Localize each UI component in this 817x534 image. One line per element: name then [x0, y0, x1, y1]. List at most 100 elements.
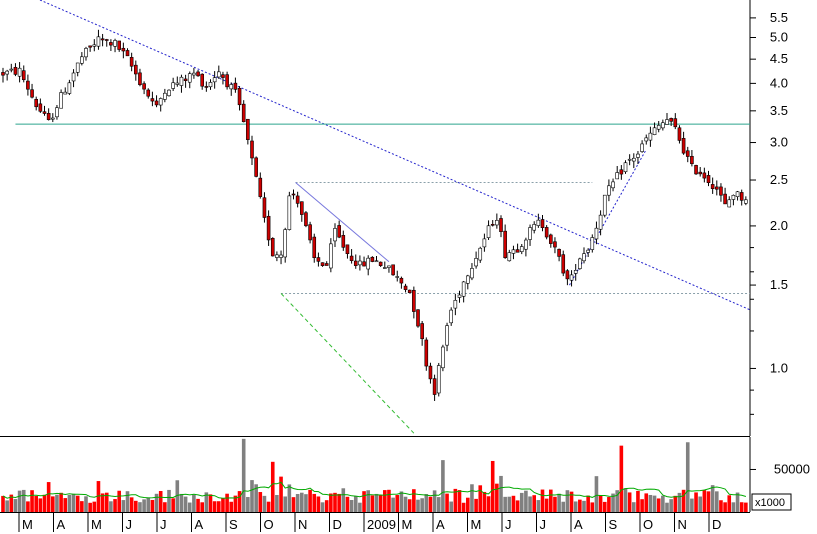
candle-body: [656, 125, 661, 130]
candle-body: [607, 185, 611, 196]
volume-bar: [524, 490, 528, 512]
candle-body: [648, 132, 653, 141]
candle-body: [84, 48, 88, 58]
candle-body: [702, 172, 707, 179]
candle-body: [304, 212, 308, 227]
volume-bar: [100, 493, 105, 512]
date-tick-label: A: [195, 517, 204, 532]
volume-bar: [275, 494, 279, 512]
candle-body: [208, 82, 213, 88]
candle-body: [685, 150, 690, 157]
candle-body: [142, 83, 146, 90]
date-tick-label: M: [22, 517, 33, 532]
candle-body: [175, 82, 180, 85]
candle-body: [644, 137, 649, 142]
candle-body: [690, 155, 694, 165]
volume-bar: [349, 500, 354, 512]
volume-bar: [602, 501, 607, 512]
candle-body: [138, 72, 142, 86]
candle-body: [615, 172, 620, 180]
volume-bar: [30, 490, 34, 512]
volume-bar: [129, 497, 134, 512]
candle-body: [291, 193, 296, 196]
candle-body: [681, 138, 686, 154]
candle-body: [636, 153, 640, 158]
price-tick-label: 5.5: [770, 10, 788, 25]
volume-bar: [735, 492, 740, 512]
volume-bar: [92, 501, 97, 512]
candle-body: [445, 325, 449, 346]
date-tick-label: S: [609, 517, 618, 532]
volume-bar: [594, 476, 599, 512]
volume-bar: [383, 490, 387, 512]
price-tick-label: 1.0: [770, 360, 788, 375]
candle-body: [403, 285, 408, 290]
volume-bar: [300, 492, 304, 512]
volume-bar: [652, 495, 657, 512]
volume-bar: [304, 494, 308, 512]
volume-bar: [644, 493, 649, 512]
candle-body: [416, 309, 420, 327]
date-tick-label: J: [160, 517, 167, 532]
candle-body: [358, 260, 362, 266]
volume-bar: [88, 502, 92, 512]
candle-body: [92, 44, 97, 47]
candle-body: [59, 92, 63, 109]
volume-bar: [453, 488, 458, 512]
volume-bar: [623, 488, 628, 512]
volume-bar: [424, 494, 429, 512]
candle-body: [295, 195, 300, 204]
candle-body: [399, 277, 404, 284]
volume-bar: [283, 496, 287, 512]
volume-bar: [196, 498, 200, 512]
volume-bar: [341, 488, 346, 512]
volume-bar: [212, 501, 217, 512]
volume-bar: [183, 496, 188, 512]
candle-body: [673, 118, 678, 128]
candle-body: [395, 276, 400, 278]
candle-body: [569, 274, 574, 281]
volume-bar: [295, 494, 300, 512]
volume-bar: [685, 442, 690, 512]
candle-body: [283, 229, 288, 258]
candle-body: [486, 225, 491, 238]
candle-body: [594, 227, 599, 240]
date-tick-label: A: [574, 517, 583, 532]
volume-bar: [565, 490, 570, 512]
volume-bar: [540, 489, 545, 512]
candle-body: [250, 140, 254, 159]
volume-bar: [308, 489, 312, 512]
candle-body: [71, 72, 76, 82]
candle-body: [217, 71, 221, 78]
trendline-6: [280, 293, 415, 434]
price-panel: 1.0 1.5 2.0 2.5 3.0 3.5 4.0 4.5 5.0 5.5: [0, 0, 788, 437]
volume-bar: [192, 494, 196, 512]
volume-bar: [17, 490, 22, 512]
candle-body: [665, 119, 669, 125]
volume-bar: [150, 499, 155, 512]
date-tick-label: S: [229, 517, 238, 532]
volume-bar: [345, 496, 350, 512]
candle-body: [179, 76, 184, 86]
candle-body: [470, 268, 474, 279]
volume-bar: [648, 494, 653, 512]
candle-body: [611, 181, 615, 189]
candle-body: [378, 261, 383, 266]
candle-body: [548, 234, 553, 244]
candle-body: [453, 300, 458, 309]
date-tick-label: J: [505, 517, 512, 532]
volume-bar: [1, 495, 5, 512]
candle-body: [432, 378, 437, 395]
candle-body: [694, 165, 698, 175]
volume-bar: [80, 501, 84, 512]
volume-bar: [590, 502, 595, 512]
volume-bar: [432, 490, 437, 512]
candle-body: [167, 89, 171, 97]
volume-bar: [461, 502, 466, 512]
candle-body: [104, 39, 109, 41]
volume-bar: [320, 502, 325, 512]
volume-bar: [416, 499, 420, 512]
candle-body: [428, 365, 433, 380]
candle-body: [67, 82, 72, 94]
